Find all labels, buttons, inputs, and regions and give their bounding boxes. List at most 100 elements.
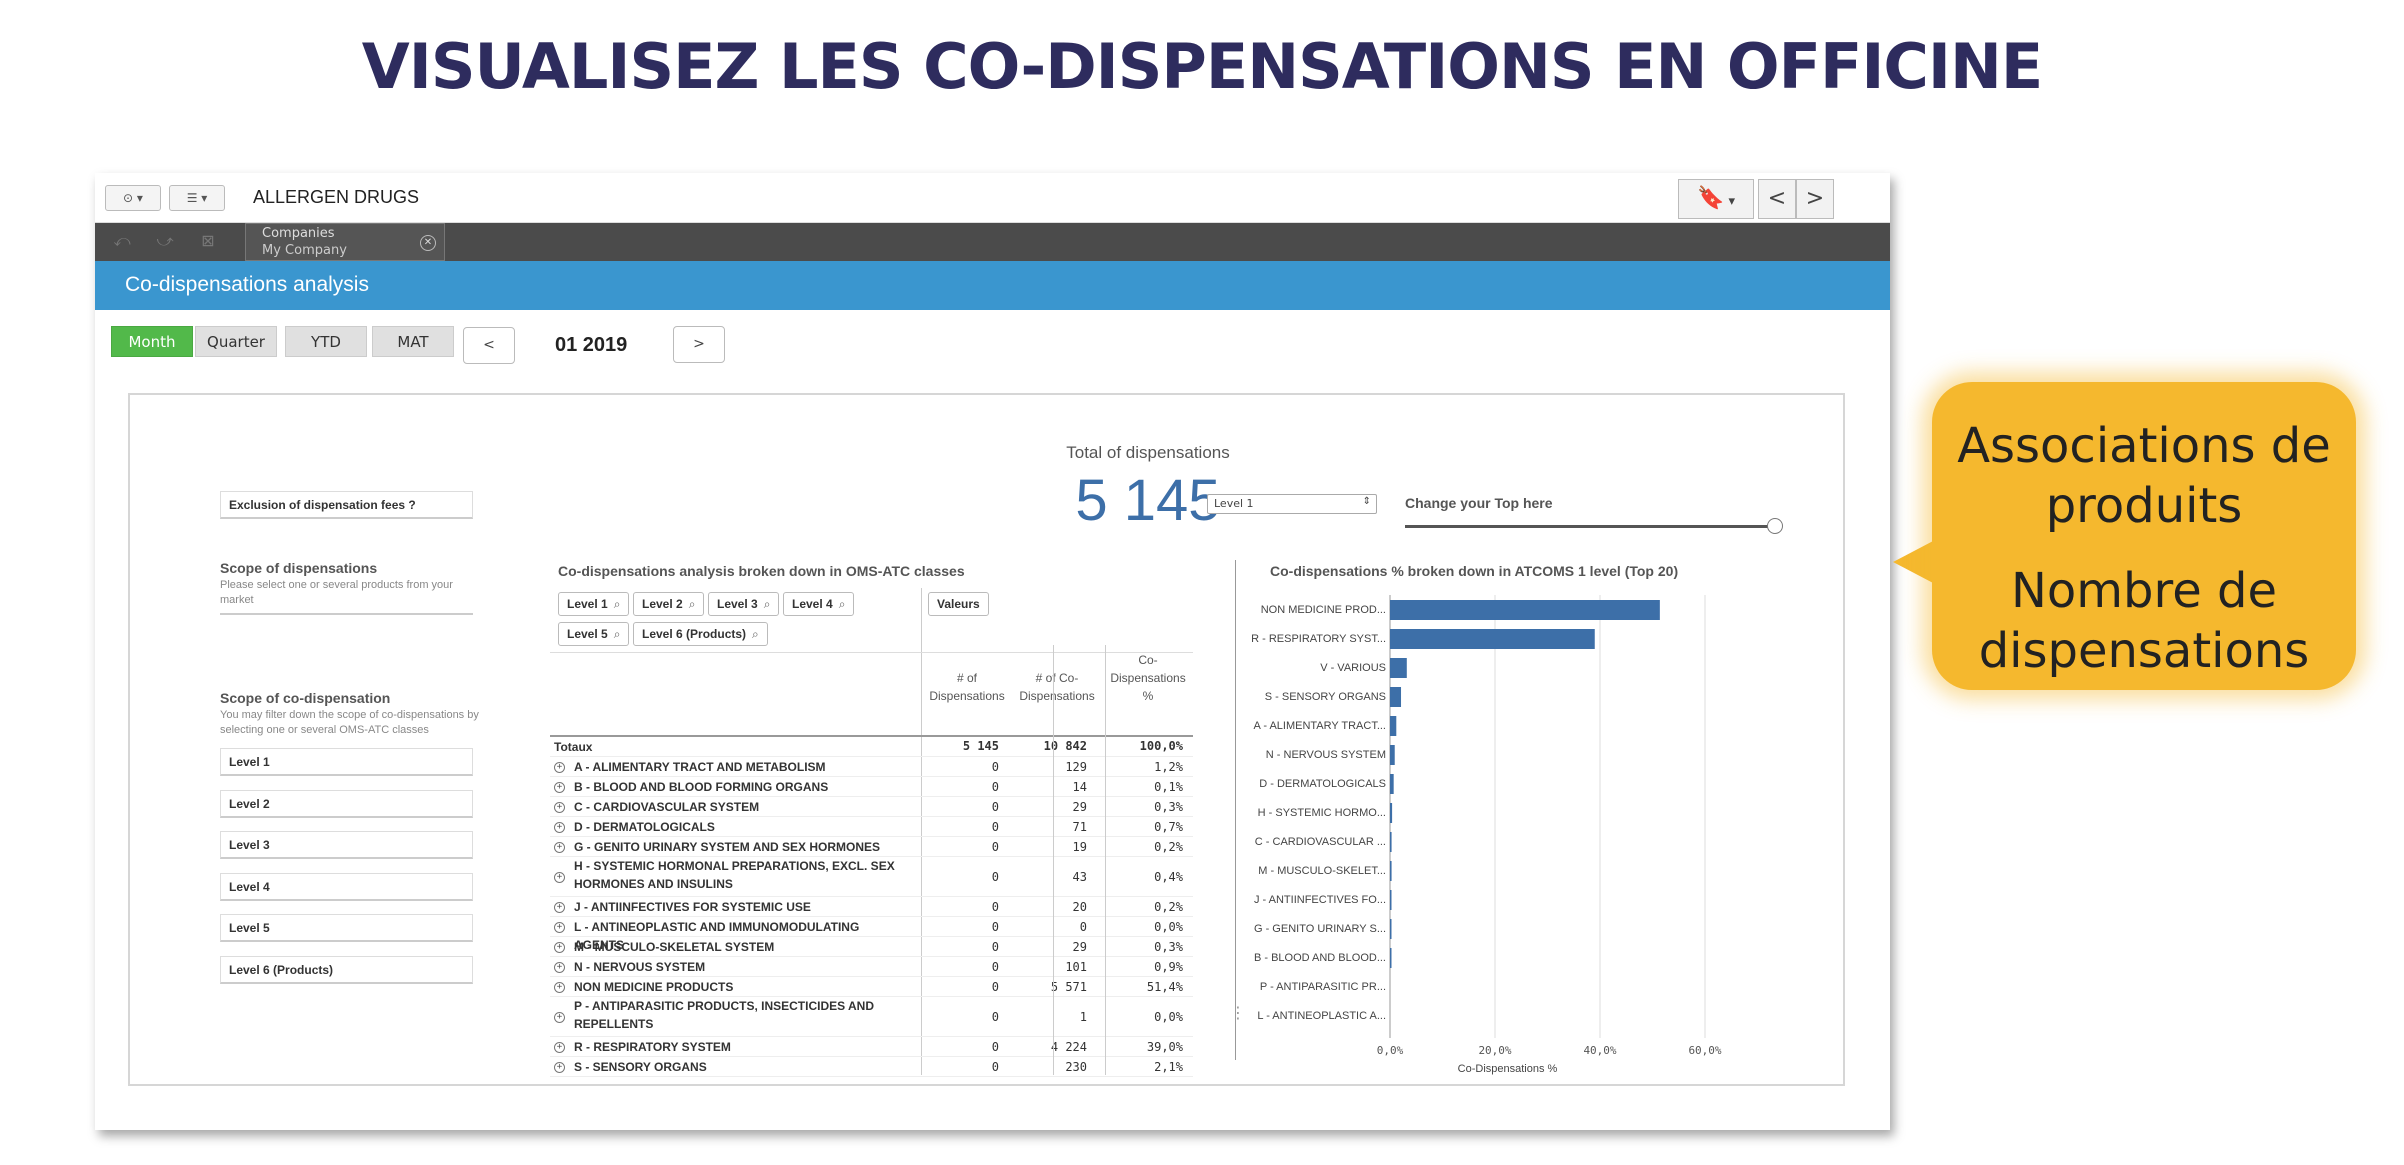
table-row[interactable]: + N - NERVOUS SYSTEM 0 101 0,9% xyxy=(550,957,1193,977)
bar[interactable] xyxy=(1390,745,1395,765)
totals-dispensations: 5 145 xyxy=(962,739,999,753)
bookmark-button[interactable]: 🔖 ▾ xyxy=(1678,179,1754,219)
close-icon[interactable]: ✕ xyxy=(420,235,436,251)
table-row[interactable]: + C - CARDIOVASCULAR SYSTEM 0 29 0,3% xyxy=(550,797,1193,817)
callout-tail xyxy=(1893,540,1935,584)
table-row[interactable]: + D - DERMATOLOGICALS 0 71 0,7% xyxy=(550,817,1193,837)
table-row[interactable]: + J - ANTIINFECTIVES FOR SYSTEMIC USE 0 20 0… xyxy=(550,897,1193,917)
expand-icon[interactable]: + xyxy=(554,762,565,773)
row-label: A - ALIMENTARY TRACT AND METABOLISM xyxy=(574,760,826,774)
bar[interactable] xyxy=(1390,629,1595,649)
exclusion-fees-filter[interactable]: Exclusion of dispensation fees ? xyxy=(220,491,473,519)
dim-chip-level-5[interactable]: Level 5 ⌕ xyxy=(558,622,630,646)
row-co-dispensations: 43 xyxy=(1072,870,1087,884)
select-arrows-icon: ⇕ xyxy=(1362,496,1371,507)
bar[interactable] xyxy=(1390,890,1392,910)
level-1-filter[interactable]: Level 1 xyxy=(220,748,473,776)
y-category-label: N - NERVOUS SYSTEM xyxy=(1266,749,1386,761)
period-month-button[interactable]: Month xyxy=(111,326,193,357)
bar[interactable] xyxy=(1390,861,1392,881)
app-name: ALLERGEN DRUGS xyxy=(253,187,420,207)
bar[interactable] xyxy=(1390,948,1392,968)
expand-icon[interactable]: + xyxy=(554,872,565,883)
expand-icon[interactable]: + xyxy=(554,1062,565,1073)
top-slider-handle[interactable] xyxy=(1767,518,1783,534)
list-menu-button[interactable]: ☰ ▾ xyxy=(169,185,225,211)
scope-dispensations-field[interactable] xyxy=(220,613,473,615)
table-row[interactable]: + M - MUSCULO-SKELETAL SYSTEM 0 29 0,3% xyxy=(550,937,1193,957)
table-row[interactable]: + S - SENSORY ORGANS 0 230 2,1% xyxy=(550,1057,1193,1077)
expand-icon[interactable]: + xyxy=(554,982,565,993)
clear-selections-icon[interactable]: ⊠ xyxy=(201,231,215,250)
period-mat-button[interactable]: MAT xyxy=(372,326,454,357)
level-3-filter[interactable]: Level 3 xyxy=(220,831,473,859)
navigation-menu-button[interactable]: ⊙ ▾ xyxy=(105,185,161,211)
drag-handle-icon[interactable]: ⋮ xyxy=(1230,1003,1246,1022)
level-5-filter[interactable]: Level 5 xyxy=(220,914,473,942)
row-label: N - NERVOUS SYSTEM xyxy=(574,960,706,974)
table-row[interactable]: + P - ANTIPARASITIC PRODUCTS, INSECTICIDE… xyxy=(550,997,1193,1037)
x-axis-label: Co-Dispensations % xyxy=(1458,1063,1558,1075)
period-quarter-button[interactable]: Quarter xyxy=(195,326,277,357)
step-forward-icon[interactable]: ⤻ xyxy=(156,231,174,250)
expand-icon[interactable]: + xyxy=(554,962,565,973)
level-select-value: Level 1 xyxy=(1214,497,1254,510)
table-row[interactable]: + L - ANTINEOPLASTIC AND IMMUNOMODULATING… xyxy=(550,917,1193,952)
expand-icon[interactable]: + xyxy=(554,802,565,813)
row-label: H - SYSTEMIC HORMONAL PREPARATIONS, EXCL… xyxy=(574,859,895,891)
level-4-filter[interactable]: Level 4 xyxy=(220,873,473,901)
search-icon: ⌕ xyxy=(838,597,846,611)
bar[interactable] xyxy=(1390,658,1407,678)
next-period-button[interactable]: > xyxy=(673,326,725,363)
table-row[interactable]: + NON MEDICINE PRODUCTS 0 5 571 51,4% xyxy=(550,977,1193,997)
expand-icon[interactable]: + xyxy=(554,1042,565,1053)
table-row[interactable]: + B - BLOOD AND BLOOD FORMING ORGANS 0 14 0,… xyxy=(550,777,1193,797)
values-chip[interactable]: Valeurs xyxy=(928,592,989,616)
period-ytd-button[interactable]: YTD xyxy=(285,326,367,357)
table-totals-row: Totaux 5 145 10 842 100,0% xyxy=(550,737,1193,757)
table-row[interactable]: + H - SYSTEMIC HORMONAL PREPARATIONS, EXC… xyxy=(550,857,1193,897)
bar[interactable] xyxy=(1390,919,1392,939)
previous-sheet-button[interactable]: < xyxy=(1758,179,1796,219)
expand-icon[interactable]: + xyxy=(554,1012,565,1023)
row-label: G - GENITO URINARY SYSTEM AND SEX HORMON… xyxy=(574,840,881,854)
sheet-tools: 🔖 ▾ < > xyxy=(1678,179,1838,221)
row-pct: 39,0% xyxy=(1146,1040,1183,1054)
dim-chip-level-1[interactable]: Level 1 ⌕ xyxy=(558,592,630,616)
table-row[interactable]: + R - RESPIRATORY SYSTEM 0 4 224 39,0% xyxy=(550,1037,1193,1057)
level-6-products-filter[interactable]: Level 6 (Products) xyxy=(220,956,473,984)
selection-chip-companies[interactable]: Companies My Company ✕ xyxy=(245,223,445,261)
bar[interactable] xyxy=(1390,774,1394,794)
bar[interactable] xyxy=(1390,803,1393,823)
row-label: C - CARDIOVASCULAR SYSTEM xyxy=(574,800,760,814)
row-dispensations: 0 xyxy=(991,1040,999,1054)
expand-icon[interactable]: + xyxy=(554,942,565,953)
level-select[interactable]: Level 1 ⇕ xyxy=(1207,494,1377,514)
next-sheet-button[interactable]: > xyxy=(1796,179,1834,219)
table-row[interactable]: + A - ALIMENTARY TRACT AND METABOLISM 0 129… xyxy=(550,757,1193,777)
dim-chip-level-6-products[interactable]: Level 6 (Products) ⌕ xyxy=(633,622,768,646)
compass-icon: ⊙ xyxy=(123,191,134,205)
bar[interactable] xyxy=(1390,600,1660,620)
expand-icon[interactable]: + xyxy=(554,842,565,853)
top-slider-track[interactable] xyxy=(1405,525,1775,528)
step-back-icon[interactable]: ⤺ xyxy=(113,231,131,250)
callout-line-3: Nombre de xyxy=(2011,563,2277,619)
dim-chip-level-2[interactable]: Level 2 ⌕ xyxy=(633,592,705,616)
bar[interactable] xyxy=(1390,716,1397,736)
expand-icon[interactable]: + xyxy=(554,922,565,933)
level-2-filter[interactable]: Level 2 xyxy=(220,790,473,818)
dim-chip-level-4[interactable]: Level 4 ⌕ xyxy=(783,592,855,616)
bar[interactable] xyxy=(1390,687,1402,707)
expand-icon[interactable]: + xyxy=(554,782,565,793)
table-row[interactable]: + G - GENITO URINARY SYSTEM AND SEX HORMO… xyxy=(550,837,1193,857)
bar[interactable] xyxy=(1390,832,1392,852)
list-icon: ☰ xyxy=(186,191,198,205)
expand-icon[interactable]: + xyxy=(554,822,565,833)
expand-icon[interactable]: + xyxy=(554,902,565,913)
row-pct: 0,3% xyxy=(1154,940,1183,954)
dim-chip-level-3[interactable]: Level 3 ⌕ xyxy=(708,592,780,616)
scope-dispensations-desc: Please select one or several products fr… xyxy=(220,579,453,606)
previous-period-button[interactable]: < xyxy=(463,327,515,364)
selection-value: My Company xyxy=(262,243,347,258)
